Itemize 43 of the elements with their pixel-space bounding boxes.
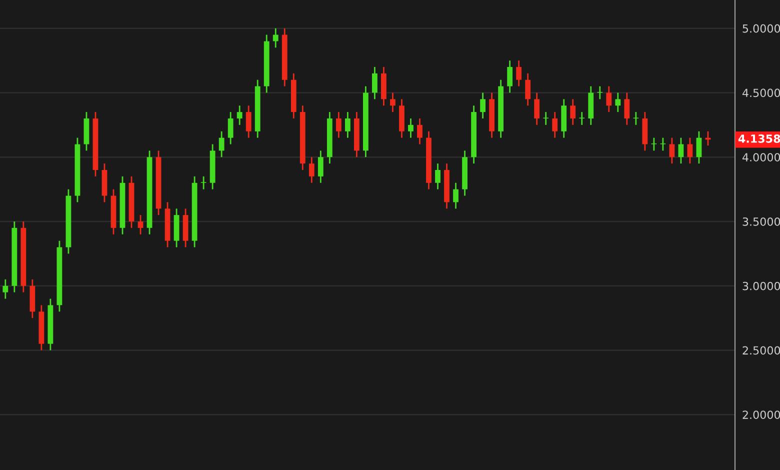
candlestick (390, 92, 396, 113)
candlestick (606, 86, 612, 113)
candlestick (624, 92, 630, 126)
candlestick (543, 111, 549, 126)
y-tick-label: 2.0000 (742, 410, 780, 420)
candlestick (318, 150, 324, 184)
candlestick (408, 118, 414, 138)
candlestick (308, 156, 314, 184)
candlestick (669, 137, 675, 164)
y-tick-label: 4.5000 (742, 88, 780, 98)
candlestick (236, 104, 242, 126)
candlestick (570, 98, 576, 126)
candlestick (525, 72, 531, 106)
candlestick (696, 130, 702, 164)
candlestick (218, 130, 224, 158)
candlestick (228, 111, 234, 145)
y-tick-label: 4.0000 (742, 153, 780, 162)
candlestick (336, 111, 342, 138)
y-tick-label: 3.5000 (742, 217, 780, 226)
candlestick (687, 137, 693, 164)
candlestick (678, 137, 684, 164)
candlestick (344, 111, 350, 138)
candlestick (417, 118, 422, 145)
candlestick (453, 182, 458, 210)
candlestick (480, 92, 486, 120)
y-tick-label: 2.5000 (742, 346, 780, 355)
candlestick (534, 92, 540, 126)
candlestick (372, 66, 378, 100)
candlestick (552, 111, 558, 138)
y-tick-label: 3.0000 (742, 282, 780, 290)
candlestick (579, 111, 585, 126)
candlestick (615, 92, 621, 113)
candlestick (516, 60, 522, 87)
candlestick (200, 176, 206, 190)
candlestick (435, 162, 440, 190)
candlestick (507, 60, 513, 94)
y-tick-label: 5.0000 (742, 24, 780, 33)
candlestick (2, 278, 8, 300)
candlestick (246, 104, 252, 138)
candlestick (138, 214, 144, 236)
candlestick (272, 28, 278, 48)
text: 4.1358 (738, 134, 780, 143)
candlestick (633, 111, 639, 126)
